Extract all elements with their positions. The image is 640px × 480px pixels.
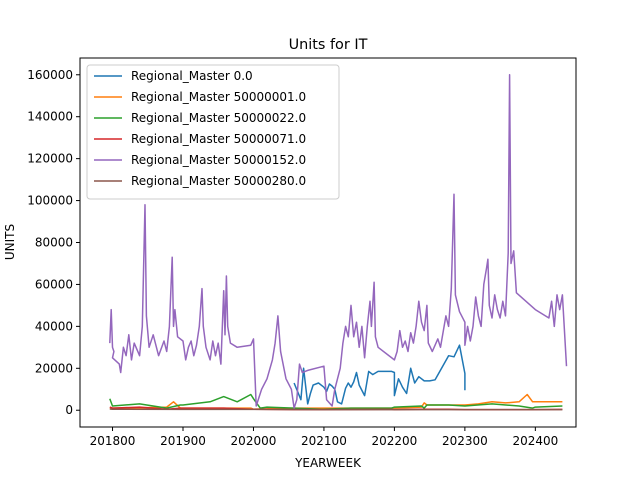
y-tick-label: 100000 [27, 194, 73, 208]
y-tick-label: 0 [65, 403, 73, 417]
x-tick-label: 202400 [512, 434, 558, 448]
legend: Regional_Master 0.0 Regional_Master 50000… [86, 64, 340, 200]
x-axis: 201800 201900 202000 202100 202200 202300 2024… [90, 427, 558, 448]
x-tick-label: 202100 [301, 434, 347, 448]
x-tick-label: 201900 [160, 434, 206, 448]
x-tick-label: 202000 [231, 434, 277, 448]
legend-label: Regional_Master 50000152.0 [131, 153, 306, 167]
series-line-6 [109, 408, 563, 411]
y-tick-label: 120000 [27, 152, 73, 166]
y-tick-label: 20000 [35, 361, 73, 375]
y-tick-label: 80000 [35, 236, 73, 250]
x-tick-label: 202200 [371, 434, 417, 448]
y-axis: 0 20000 40000 60000 80000 100000 120000 140000 1… [27, 68, 80, 417]
x-tick-label: 202300 [442, 434, 488, 448]
legend-box [86, 64, 340, 200]
series-line-1 [293, 344, 466, 405]
x-axis-label: YEARWEEK [294, 456, 362, 470]
y-axis-label: UNITS [3, 224, 17, 260]
series-line-2 [109, 393, 563, 410]
chart-title: Units for IT [289, 37, 368, 53]
legend-label: Regional_Master 50000001.0 [131, 90, 306, 104]
y-tick-label: 60000 [35, 277, 73, 291]
y-tick-label: 160000 [27, 68, 73, 82]
legend-label: Regional_Master 50000022.0 [131, 111, 306, 125]
series-line-5 [109, 74, 568, 409]
legend-label: Regional_Master 50000071.0 [131, 132, 306, 146]
x-tick-label: 201800 [90, 434, 136, 448]
legend-label: Regional_Master 50000280.0 [131, 174, 306, 188]
y-tick-label: 140000 [27, 110, 73, 124]
legend-label: Regional_Master 0.0 [131, 69, 253, 83]
y-tick-label: 40000 [35, 319, 73, 333]
series-lines [109, 74, 568, 411]
